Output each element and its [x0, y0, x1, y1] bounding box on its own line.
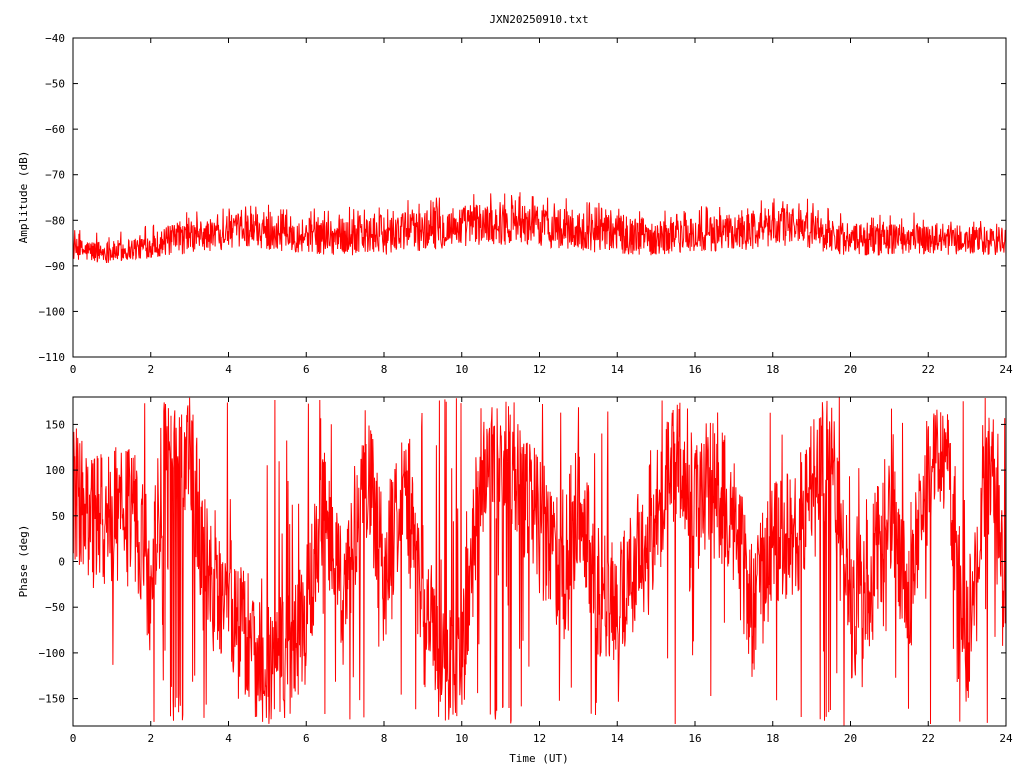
- phase-x-tick-label: 20: [844, 732, 857, 745]
- amplitude-y-tick-label: −80: [45, 214, 65, 227]
- phase-x-axis-label: Time (UT): [509, 752, 569, 765]
- phase-y-tick-label: 150: [45, 418, 65, 431]
- phase-x-tick-label: 8: [381, 732, 388, 745]
- phase-x-tick-label: 22: [922, 732, 935, 745]
- phase-x-tick-label: 2: [147, 732, 154, 745]
- chart-title: JXN20250910.txt: [489, 13, 588, 26]
- amplitude-x-tick-label: 8: [381, 363, 388, 376]
- phase-x-tick-label: 6: [303, 732, 310, 745]
- phase-x-tick-label: 14: [611, 732, 625, 745]
- phase-y-axis: −150 −100 −50 0 50 100 150: [39, 418, 1006, 706]
- amplitude-x-axis: 0 2 4 6 8 10 12 14 16 18 20 22 24: [70, 38, 1013, 376]
- phase-x-tick-label: 12: [533, 732, 546, 745]
- amplitude-y-tick-label: −40: [45, 32, 65, 45]
- phase-x-tick-label: 4: [225, 732, 232, 745]
- phase-x-tick-label: 0: [70, 732, 77, 745]
- phase-x-tick-label: 24: [999, 732, 1013, 745]
- amplitude-y-axis: −110 −100 −90 −80 −70 −60 −50 −40: [39, 32, 1006, 364]
- amplitude-plot-frame: [72, 37, 1007, 358]
- amplitude-y-axis-label: Amplitude (dB): [17, 151, 30, 244]
- phase-x-tick-label: 10: [455, 732, 468, 745]
- phase-y-tick-label: 100: [45, 464, 65, 477]
- amplitude-y-tick-label: −70: [45, 169, 65, 182]
- phase-y-axis-label: Phase (deg): [17, 525, 30, 598]
- amplitude-y-tick-label: −110: [39, 351, 66, 364]
- amplitude-x-tick-label: 22: [922, 363, 935, 376]
- amplitude-y-tick-label: −100: [39, 305, 66, 318]
- amplitude-x-tick-label: 10: [455, 363, 468, 376]
- phase-y-tick-label: −150: [39, 693, 66, 706]
- phase-x-tick-label: 18: [766, 732, 779, 745]
- phase-y-tick-label: −50: [45, 601, 65, 614]
- phase-y-tick-label: −100: [39, 647, 66, 660]
- phase-y-tick-label: 0: [58, 556, 65, 569]
- amplitude-x-tick-label: 2: [147, 363, 154, 376]
- amplitude-x-tick-label: 4: [225, 363, 232, 376]
- amplitude-x-tick-label: 18: [766, 363, 779, 376]
- amplitude-y-tick-label: −50: [45, 78, 65, 91]
- amplitude-x-tick-label: 24: [999, 363, 1013, 376]
- amplitude-panel: −110−100−90−80−70−60−50−40 0 2 4 6 8 10 12 14 16…: [17, 32, 1013, 376]
- phase-y-tick-label: 50: [52, 510, 65, 523]
- amplitude-y-tick-label: −60: [45, 123, 65, 136]
- amplitude-x-tick-label: 6: [303, 363, 310, 376]
- phase-x-tick-label: 16: [688, 732, 701, 745]
- amplitude-x-tick-label: 14: [611, 363, 625, 376]
- phase-series-line: [72, 397, 1007, 726]
- amplitude-x-tick-label: 12: [533, 363, 546, 376]
- amplitude-x-tick-label: 16: [688, 363, 701, 376]
- phase-x-axis: 0 2 4 6 8 10 12 14 16 18 20 22 24: [70, 397, 1013, 745]
- amplitude-series-line: [72, 192, 1007, 264]
- amplitude-y-tick-label: −90: [45, 260, 65, 273]
- amplitude-x-tick-label: 20: [844, 363, 857, 376]
- amplitude-x-tick-label: 0: [70, 363, 77, 376]
